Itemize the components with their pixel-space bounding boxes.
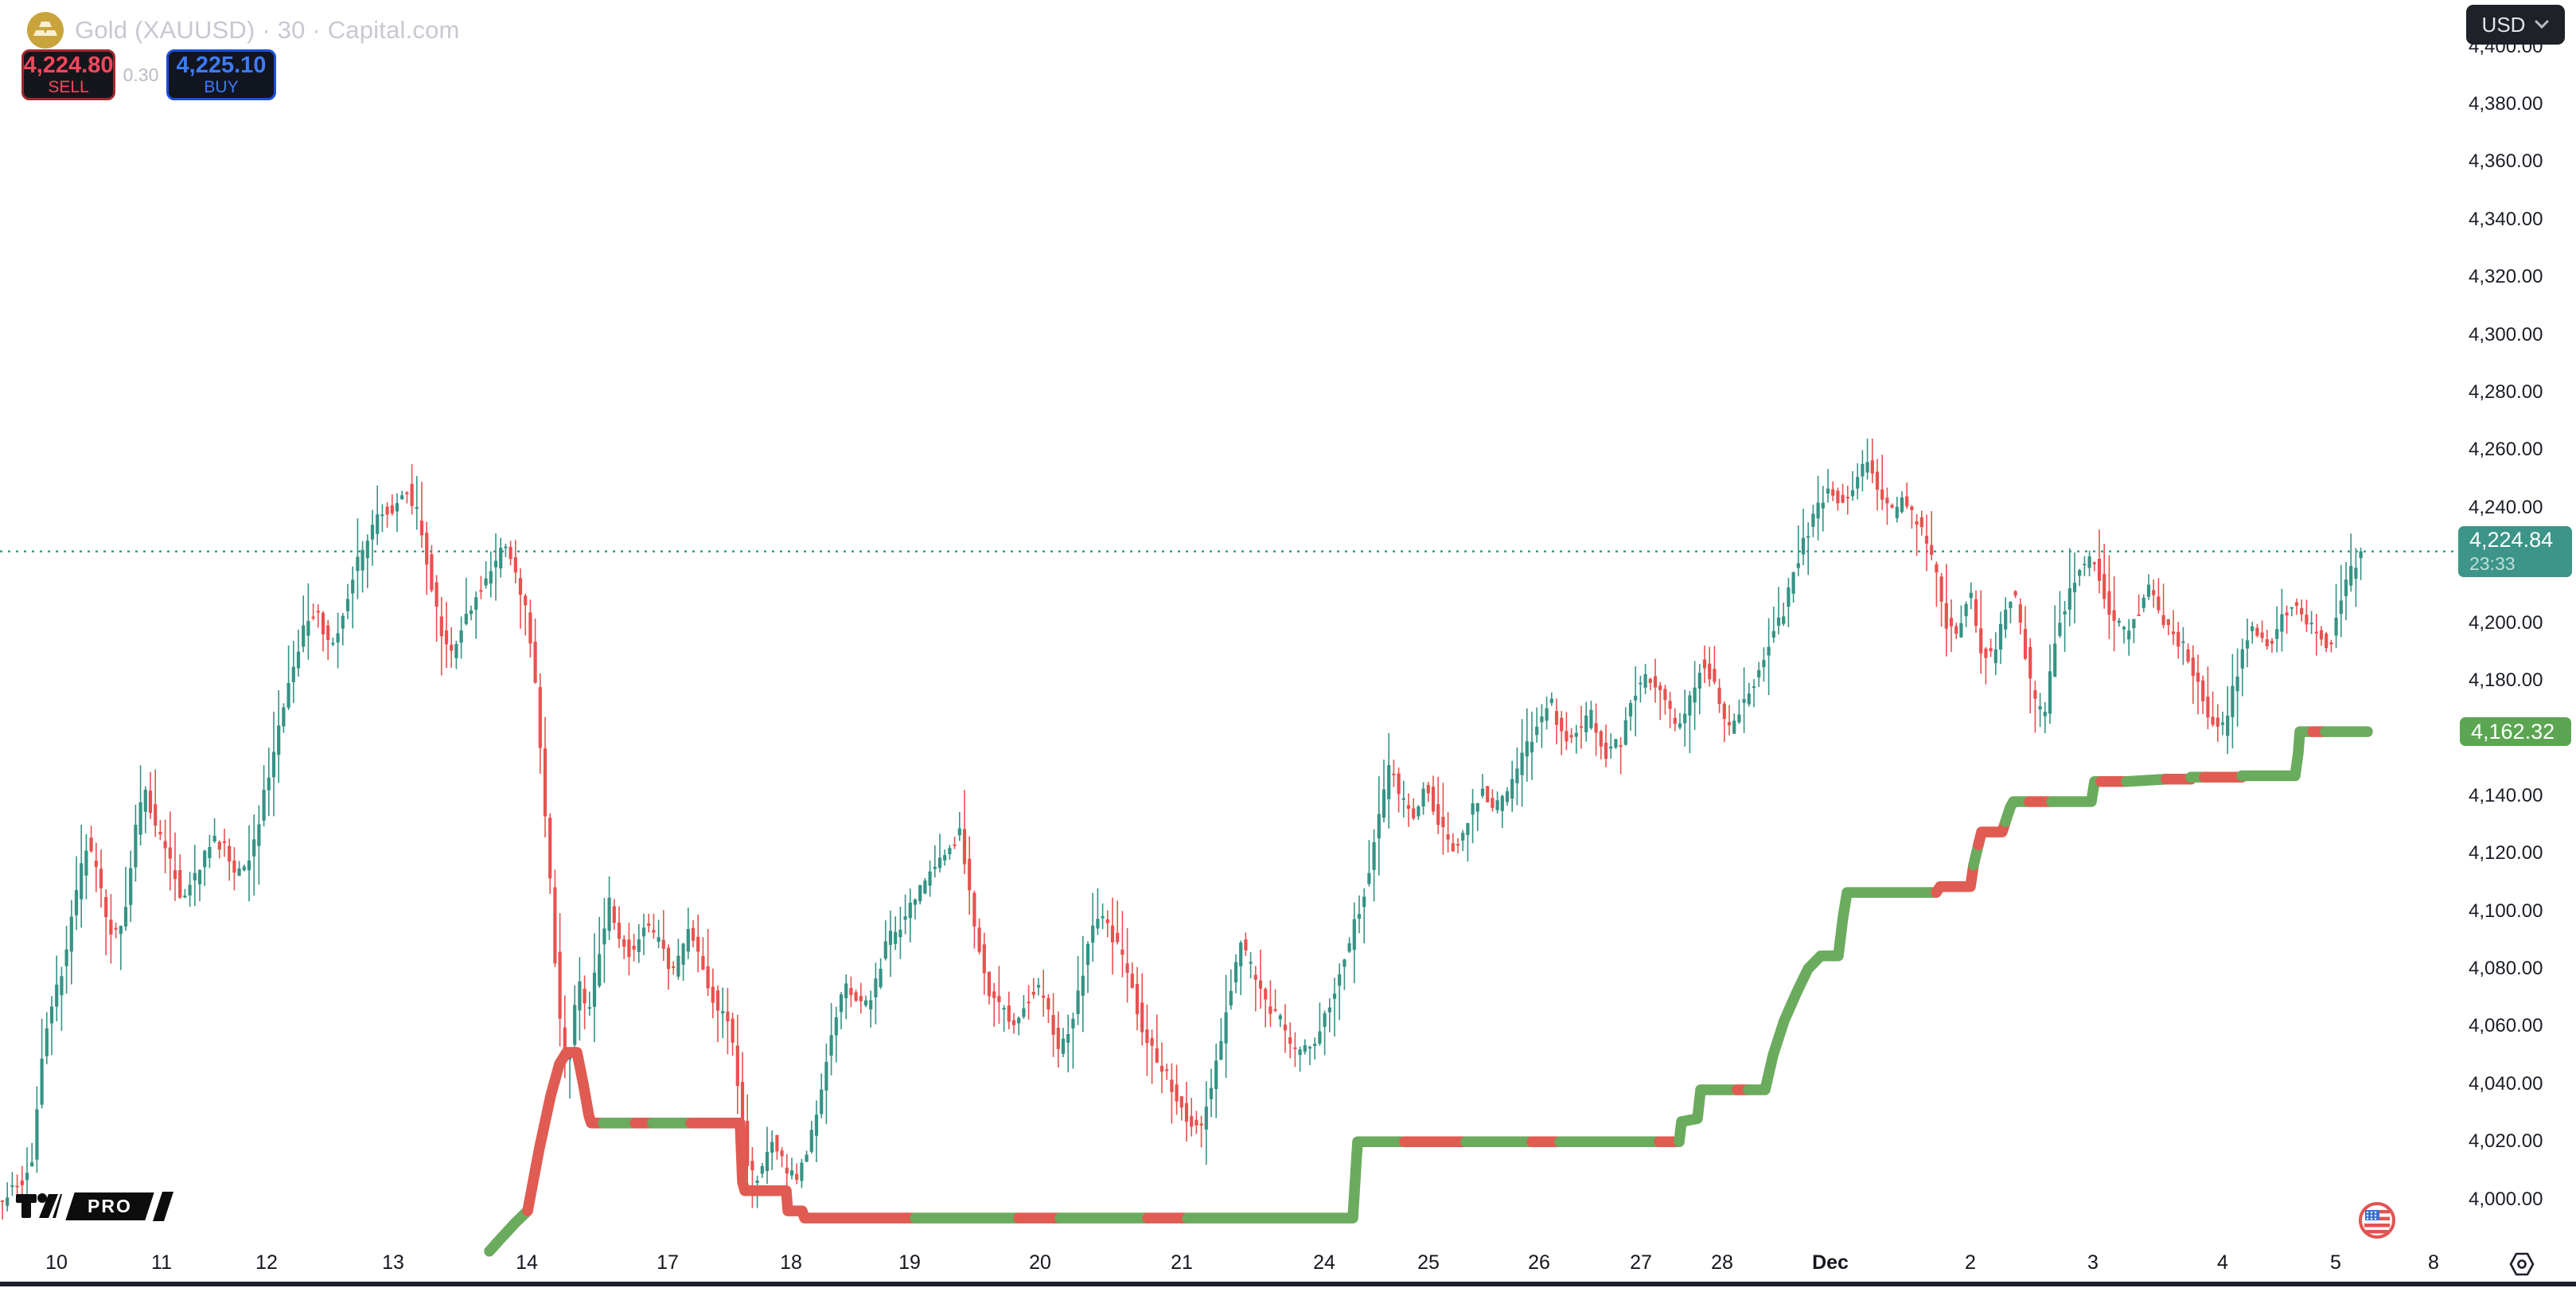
price-tick-label: 4,140.00 [2469,784,2543,806]
price-tick-label: 4,040.00 [2469,1072,2543,1095]
time-tick-label: 19 [898,1251,921,1274]
time-tick-label: Dec [1812,1251,1849,1274]
buy-price: 4,225.10 [176,52,267,78]
symbol-title: Gold (XAUUSD) · 30 · Capital.com [75,16,460,44]
time-tick-label: 21 [1171,1251,1193,1274]
chevron-down-icon [2535,20,2549,29]
tradingview-logo[interactable]: PRO [16,1191,173,1221]
price-tick-label: 4,080.00 [2469,958,2543,979]
sell-label: SELL [48,78,89,97]
gold-symbol-icon [27,12,64,49]
time-tick-label: 8 [2428,1251,2439,1274]
price-tick-label: 4,380.00 [2469,93,2543,115]
last-price-badge: 4,224.84 23:33 [2458,525,2572,577]
time-tick-label: 20 [1029,1251,1051,1274]
time-tick-label: 28 [1711,1251,1733,1274]
currency-value: USD [2481,12,2526,37]
time-tick-label: 25 [1417,1251,1440,1274]
price-tick-label: 4,180.00 [2469,669,2543,691]
spread-value: 0.30 [123,64,159,85]
price-tick-label: 4,280.00 [2469,381,2543,403]
price-tick-label: 4,360.00 [2469,150,2543,173]
time-tick-label: 2 [1965,1251,1976,1274]
time-tick-label: 13 [382,1251,404,1274]
gold-bars-glyph [33,21,57,36]
time-tick-label: 18 [780,1251,802,1274]
last-price-value: 4,224.84 [2469,528,2554,552]
indicator-price-badge: 4,162.32 [2460,717,2571,746]
price-tick-label: 4,060.00 [2469,1015,2543,1037]
time-tick-label: 3 [2087,1251,2099,1274]
currency-dropdown[interactable]: USD [2466,5,2565,45]
price-tick-label: 4,120.00 [2469,842,2543,865]
buy-label: BUY [204,78,239,97]
time-tick-label: 4 [2217,1251,2228,1274]
time-tick-label: 26 [1528,1251,1550,1274]
buy-button[interactable]: 4,225.10 BUY [166,49,276,100]
price-tick-label: 4,200.00 [2469,611,2543,634]
us-flag-event-icon[interactable] [2359,1202,2395,1243]
price-tick-label: 4,020.00 [2469,1130,2543,1153]
indicator-price-value: 4,162.32 [2471,719,2555,744]
bar-countdown: 23:33 [2469,553,2516,575]
sell-button[interactable]: 4,224.80 SELL [21,49,115,100]
sell-price: 4,224.80 [23,52,114,78]
pro-badge: PRO [65,1192,154,1220]
price-tick-label: 4,340.00 [2469,208,2543,230]
time-tick-label: 11 [151,1251,172,1274]
time-tick-label: 14 [516,1251,538,1274]
price-tick-label: 4,100.00 [2469,900,2543,922]
price-tick-label: 4,300.00 [2469,323,2543,345]
time-tick-label: 12 [255,1251,278,1274]
price-tick-label: 4,240.00 [2469,496,2543,518]
price-tick-label: 4,320.00 [2469,266,2543,288]
time-tick-label: 5 [2330,1251,2341,1274]
time-tick-label: 10 [45,1251,68,1274]
time-tick-label: 17 [657,1251,679,1274]
time-tick-label: 27 [1630,1251,1652,1274]
price-tick-label: 4,000.00 [2469,1188,2543,1210]
time-tick-label: 24 [1313,1251,1335,1274]
panel-divider [0,1282,2576,1286]
price-tick-label: 4,260.00 [2469,439,2543,461]
tradingview-mark-icon [16,1193,62,1218]
symbol-header: Gold (XAUUSD) · 30 · Capital.com [27,12,460,49]
hexagon-settings-icon[interactable] [2508,1251,2535,1281]
